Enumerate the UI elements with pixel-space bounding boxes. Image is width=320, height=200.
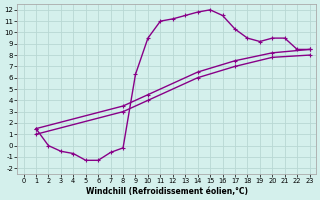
X-axis label: Windchill (Refroidissement éolien,°C): Windchill (Refroidissement éolien,°C) [85, 187, 248, 196]
